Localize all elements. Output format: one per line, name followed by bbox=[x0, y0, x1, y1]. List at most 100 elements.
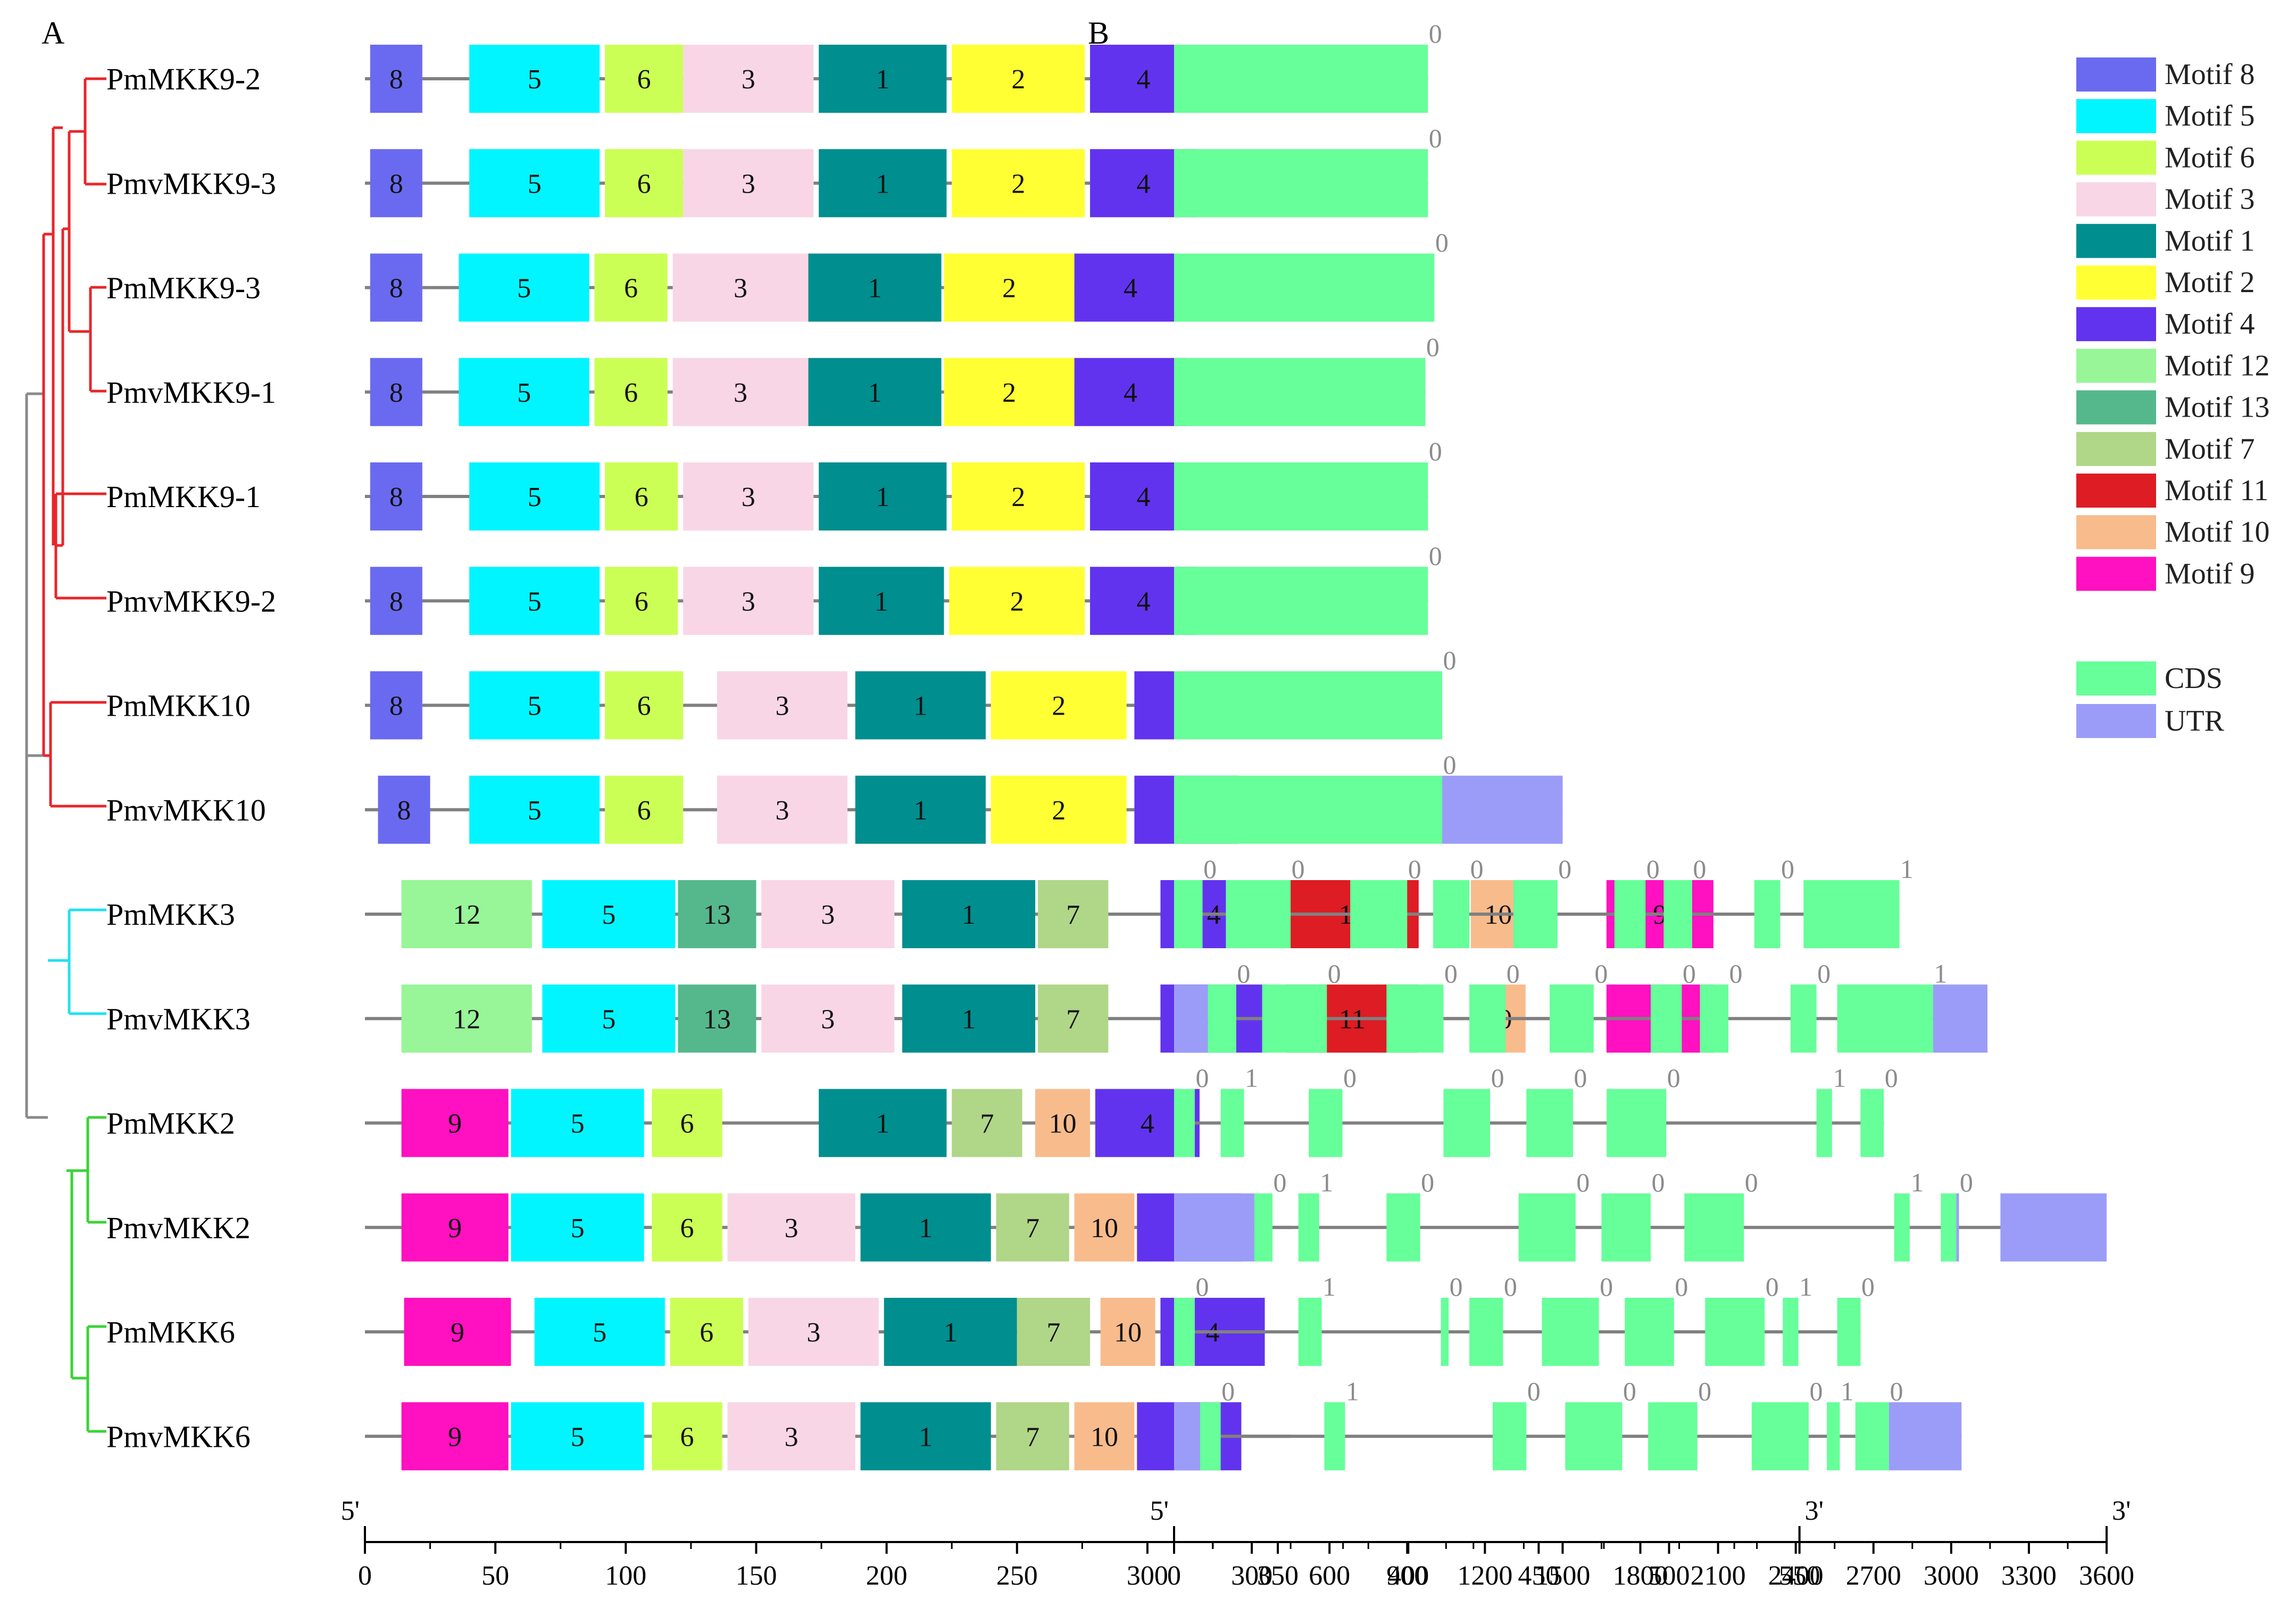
motif-5-number: 5 bbox=[528, 795, 542, 826]
motif-1-number: 1 bbox=[876, 64, 889, 95]
legend-item-utr: UTR bbox=[2076, 704, 2225, 738]
cds-segment bbox=[1700, 984, 1729, 1053]
intron-phase-label: 0 bbox=[1890, 1376, 1903, 1406]
motif-6-number: 6 bbox=[637, 64, 651, 95]
motif-7-number: 7 bbox=[1066, 900, 1080, 930]
motif-13-box bbox=[678, 984, 756, 1053]
motif-6-box bbox=[605, 671, 684, 740]
cds-segment bbox=[1607, 1089, 1667, 1157]
legend-label: Motif 8 bbox=[2165, 58, 2255, 91]
intron-phase-label: 0 bbox=[1444, 958, 1458, 988]
legend-swatch bbox=[2076, 704, 2156, 738]
cds-segment bbox=[1648, 1402, 1698, 1471]
motif-6-number: 6 bbox=[700, 1317, 713, 1348]
motif-1-box bbox=[855, 671, 986, 740]
gene-row-pmmkk3: PmMKK312513317411109000000001 bbox=[106, 854, 1914, 948]
gene-label: PmMKK6 bbox=[106, 1315, 235, 1349]
intron-phase-label: 1 bbox=[1320, 1167, 1333, 1197]
motif-1-number: 1 bbox=[962, 1004, 976, 1034]
legend-item-motif-5: Motif 5 bbox=[2076, 99, 2255, 134]
legend-swatch bbox=[2076, 99, 2156, 134]
motif-2-number: 2 bbox=[1002, 274, 1016, 304]
axis-tick-label: 2400 bbox=[1768, 1561, 1824, 1591]
motif-5-number: 5 bbox=[593, 1317, 606, 1348]
legend-item-motif-1: Motif 1 bbox=[2076, 223, 2255, 258]
cds-segment bbox=[1469, 984, 1506, 1053]
intron-phase-label: 0 bbox=[1195, 1063, 1209, 1093]
motif-6-number: 6 bbox=[680, 1109, 694, 1139]
cds-segment bbox=[1220, 1089, 1244, 1157]
intron-phase-label: 0 bbox=[1203, 854, 1217, 884]
legend-label: Motif 5 bbox=[2165, 100, 2255, 132]
cds-segment bbox=[1433, 880, 1470, 948]
intron-phase-label: 0 bbox=[1429, 123, 1442, 153]
cds-segment bbox=[1174, 462, 1428, 531]
cds-segment bbox=[1790, 984, 1817, 1053]
motif-1-box bbox=[819, 45, 947, 113]
legend-item-motif-9: Motif 9 bbox=[2076, 557, 2255, 591]
motif-6-number: 6 bbox=[624, 378, 638, 408]
axis-tick-label: 3000 bbox=[1924, 1561, 1979, 1591]
motif-8-number: 8 bbox=[389, 586, 403, 617]
legend-item-motif-8: Motif 8 bbox=[2076, 57, 2255, 92]
gene-row-pmmkk9-2: PmMKK9-2 8 5 6 3 1 2 4 0 bbox=[106, 19, 1442, 113]
motif-10-number: 10 bbox=[1091, 1213, 1118, 1244]
axis-tick-label: 3300 bbox=[2001, 1561, 2057, 1591]
motif-6-number: 6 bbox=[637, 691, 651, 722]
motif-5-number: 5 bbox=[517, 274, 531, 304]
motif-5-box bbox=[542, 984, 676, 1053]
gene-label: PmMKK2 bbox=[106, 1106, 235, 1141]
utr-segment bbox=[1174, 1402, 1200, 1471]
legend-swatch bbox=[2076, 661, 2156, 695]
cds-segment bbox=[1174, 253, 1435, 322]
motif-6-box bbox=[652, 1089, 722, 1157]
motif-6-box bbox=[605, 567, 678, 635]
motif-9-number: 9 bbox=[448, 1422, 462, 1452]
motif-2-number: 2 bbox=[1011, 482, 1025, 512]
gene-label: PmvMKK9-2 bbox=[106, 584, 276, 618]
legend-swatch bbox=[2076, 474, 2156, 508]
gene-label: PmMKK9-1 bbox=[106, 479, 261, 514]
intron-phase-label: 0 bbox=[1429, 19, 1442, 48]
axis-tick-label: 1200 bbox=[1457, 1561, 1512, 1591]
motif-5-number: 5 bbox=[571, 1422, 585, 1452]
motif-7-number: 7 bbox=[980, 1109, 994, 1139]
intron-phase-label: 0 bbox=[1675, 1272, 1688, 1302]
axis-tick-label: 200 bbox=[866, 1561, 908, 1591]
motif-2-box bbox=[991, 671, 1127, 740]
motif-6-number: 6 bbox=[635, 482, 648, 512]
legend-label: Motif 4 bbox=[2165, 308, 2255, 341]
intron-phase-label: 0 bbox=[1960, 1167, 1973, 1197]
cds-segment bbox=[1386, 1193, 1420, 1262]
motif-9-number: 9 bbox=[448, 1109, 462, 1139]
gene-row-pmvmkk6: PmvMKK695631710401000010 bbox=[106, 1376, 1962, 1471]
legend-label: Motif 3 bbox=[2165, 183, 2255, 216]
legend-label: Motif 12 bbox=[2165, 349, 2270, 382]
motif-4-number: 4 bbox=[1141, 1109, 1154, 1139]
motif-3-number: 3 bbox=[785, 1422, 798, 1452]
motif-1-box bbox=[819, 567, 944, 635]
motif-3-box bbox=[748, 1298, 879, 1366]
motif-5-box bbox=[459, 253, 589, 322]
motif-3-box bbox=[683, 149, 814, 218]
motif-3-box bbox=[683, 462, 814, 531]
motif-5-number: 5 bbox=[571, 1109, 585, 1139]
motif-2-number: 2 bbox=[1052, 795, 1066, 826]
cds-segment bbox=[1684, 1193, 1744, 1262]
motif-3-box bbox=[761, 984, 895, 1053]
gene-row-pmvmkk10: PmvMKK1085631240 bbox=[106, 750, 1563, 844]
motif-3-box bbox=[727, 1402, 855, 1471]
motif-1-number: 1 bbox=[962, 900, 976, 930]
legend-item-motif-10: Motif 10 bbox=[2076, 515, 2270, 550]
tree-green-clade bbox=[69, 1116, 106, 1433]
intron-phase-label: 0 bbox=[1426, 332, 1440, 362]
motif-6-number: 6 bbox=[635, 586, 648, 617]
cds-segment bbox=[1174, 671, 1442, 740]
tree-red-clade bbox=[42, 77, 106, 808]
motif-10-number: 10 bbox=[1091, 1422, 1118, 1452]
motif-5-number: 5 bbox=[571, 1213, 585, 1244]
motif-2-box bbox=[952, 149, 1085, 218]
motif-6-box bbox=[652, 1402, 722, 1471]
